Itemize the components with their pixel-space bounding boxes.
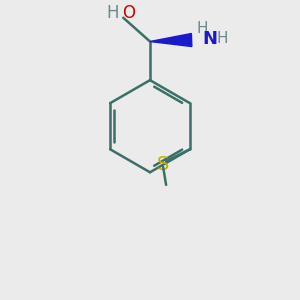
Text: N: N	[202, 29, 217, 47]
Text: S: S	[157, 154, 169, 174]
Polygon shape	[150, 34, 192, 46]
Text: H: H	[196, 21, 208, 36]
Text: H: H	[216, 31, 228, 46]
Text: O: O	[122, 4, 135, 22]
Text: H: H	[106, 4, 119, 22]
